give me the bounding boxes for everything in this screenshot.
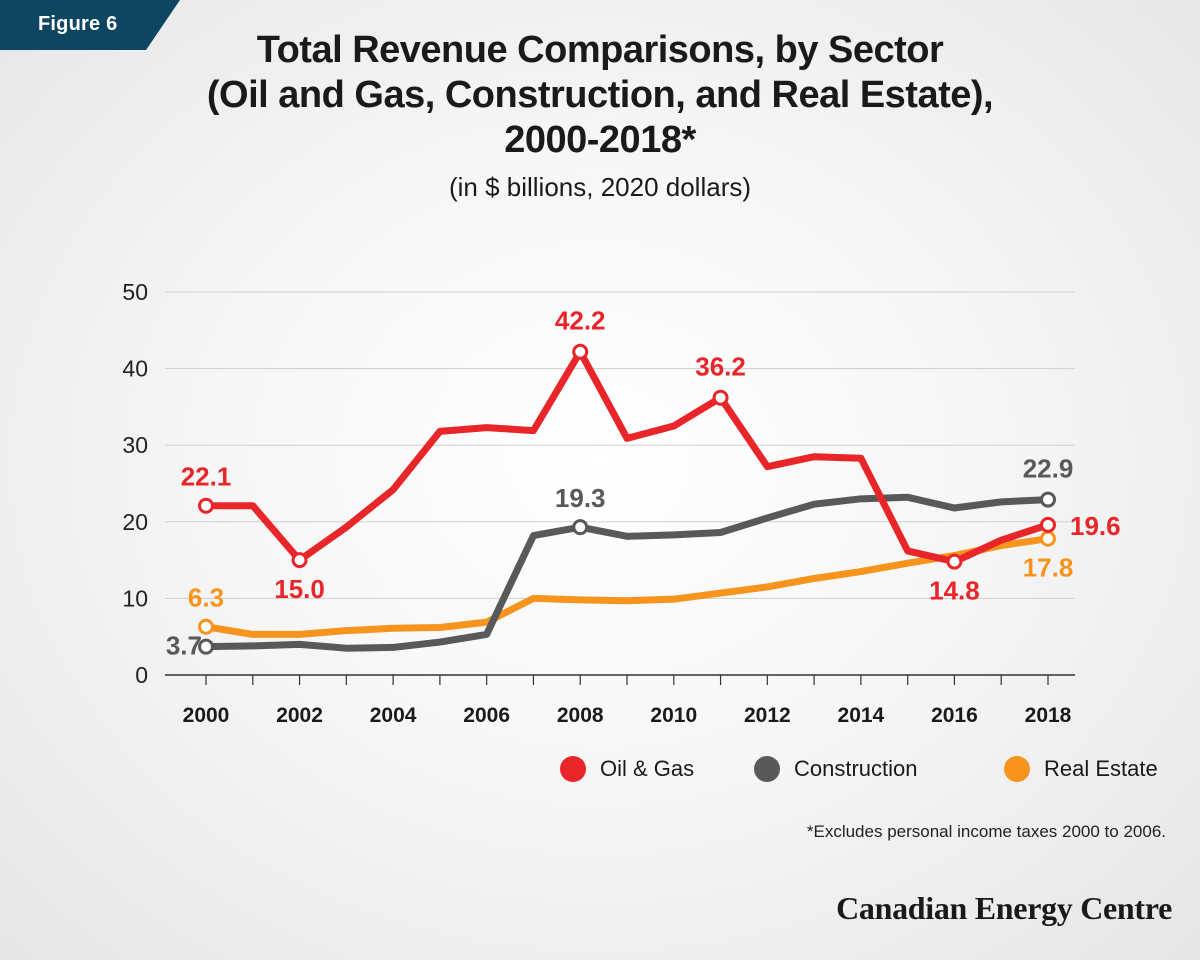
data-label-construction: 19.3 — [555, 483, 606, 513]
x-tick-label: 2000 — [183, 704, 230, 727]
data-point-marker-oil-gas — [572, 343, 589, 360]
series-line-construction — [202, 493, 1052, 652]
data-label-oil-gas: 14.8 — [929, 576, 980, 606]
data-point-marker-oil-gas — [291, 552, 308, 569]
series-line-real-estate — [202, 535, 1052, 638]
line-chart: 0 10 20 30 40 50 2000 2002 2004 2006 2008 2010 2012 2… — [122, 279, 1121, 727]
x-tick-label: 2014 — [838, 704, 885, 727]
x-tick-label: 2012 — [744, 704, 791, 727]
data-point-marker-oil-gas — [198, 497, 214, 514]
x-tick-label: 2010 — [650, 704, 697, 727]
figure-badge: Figure 6 — [0, 0, 180, 50]
data-label-oil-gas: 22.1 — [181, 462, 232, 492]
y-tick-label: 10 — [122, 585, 148, 611]
data-point-marker-oil-gas — [1040, 516, 1056, 533]
data-point-marker-construction — [198, 638, 214, 655]
data-point-marker-construction — [1040, 491, 1056, 508]
x-tick-label: 2002 — [276, 704, 323, 727]
data-point-marker-oil-gas — [712, 389, 729, 406]
data-label-real-estate: 17.8 — [1023, 553, 1074, 583]
chart-title-line-3: 2000-2018* — [504, 119, 696, 161]
data-label-construction: 3.7 — [166, 631, 202, 661]
legend-swatch-oil-gas — [560, 756, 586, 782]
series-line-oil-gas — [202, 348, 1052, 566]
data-label-construction: 22.9 — [1023, 454, 1074, 484]
legend-item-oil-gas: Oil & Gas — [560, 752, 694, 786]
chart-title-line-1: Total Revenue Comparisons, by Sector — [256, 29, 944, 71]
x-tick-label: 2016 — [931, 704, 978, 727]
y-tick-label: 50 — [122, 279, 148, 305]
x-tick-label: 2018 — [1025, 704, 1072, 727]
y-tick-label: 30 — [122, 432, 148, 458]
data-point-marker-real-estate — [1040, 530, 1056, 547]
legend-item-real-estate: Real Estate — [1004, 752, 1158, 786]
footnote: *Excludes personal income taxes 2000 to … — [806, 822, 1166, 841]
legend-swatch-real-estate — [1004, 756, 1030, 782]
figure-badge-shape — [0, 0, 180, 50]
chart-title-line-2: (Oil and Gas, Construction, and Real Est… — [206, 74, 994, 116]
data-label-oil-gas: 42.2 — [555, 306, 606, 336]
chart-subtitle: (in $ billions, 2020 dollars) — [448, 172, 752, 202]
data-point-marker-oil-gas — [946, 553, 963, 570]
data-label-real-estate: 6.3 — [188, 583, 224, 613]
legend-item-construction: Construction — [754, 752, 918, 786]
y-tick-label: 20 — [122, 509, 148, 535]
data-label-oil-gas: 36.2 — [695, 352, 746, 382]
data-label-oil-gas: 15.0 — [274, 574, 325, 604]
brand-logo: Canadian Energy Centre — [836, 890, 1172, 926]
legend-swatch-construction — [754, 756, 780, 782]
data-label-oil-gas: 19.6 — [1070, 511, 1121, 541]
x-tick-label: 2008 — [557, 704, 604, 727]
x-tick-label: 2004 — [370, 704, 417, 727]
data-point-marker-real-estate — [198, 618, 214, 635]
legend-label-construction: Construction — [794, 756, 918, 781]
x-tick-label: 2006 — [463, 704, 510, 727]
y-tick-label: 0 — [135, 662, 148, 688]
legend-label-real-estate: Real Estate — [1044, 756, 1158, 781]
legend-label-oil-gas: Oil & Gas — [600, 756, 695, 781]
figure-badge-label: Figure 6 — [38, 13, 118, 35]
y-tick-label: 40 — [122, 356, 148, 382]
data-point-marker-construction — [572, 519, 589, 536]
